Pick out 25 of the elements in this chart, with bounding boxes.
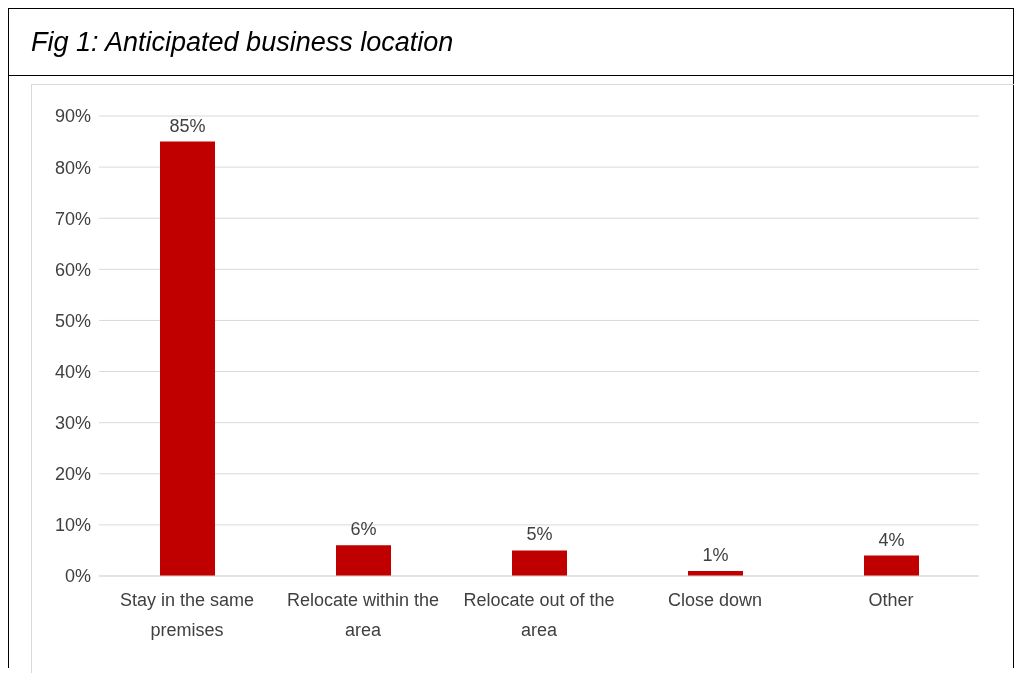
data-label: 85% (169, 115, 206, 136)
y-tick-label: 20% (54, 464, 91, 485)
bar (336, 545, 391, 576)
chart-title: Fig 1: Anticipated business location (31, 26, 454, 58)
x-tick-label: Stay in the same premises (119, 590, 255, 640)
y-tick-label: 30% (54, 413, 91, 434)
data-label: 6% (350, 519, 377, 540)
y-tick-label: 50% (54, 310, 91, 331)
x-tick-label: Other (868, 590, 914, 610)
data-label: 1% (702, 544, 729, 565)
y-tick-label: 40% (54, 361, 91, 382)
bar (160, 141, 215, 576)
y-tick-label: 80% (54, 157, 91, 178)
y-tick-label: 90% (54, 106, 91, 127)
data-label: 4% (878, 529, 905, 550)
data-label: 5% (526, 524, 553, 545)
y-tick-label: 70% (54, 208, 91, 229)
bar (512, 550, 567, 576)
x-tick-label: Relocate within the area (286, 590, 440, 640)
y-tick-label: 10% (54, 515, 91, 536)
y-tick-label: 0% (64, 566, 91, 587)
bar (864, 555, 919, 576)
x-tick-label: Close down (667, 590, 763, 610)
y-tick-label: 60% (54, 259, 91, 280)
x-tick-label: Relocate out of the area (463, 590, 615, 640)
